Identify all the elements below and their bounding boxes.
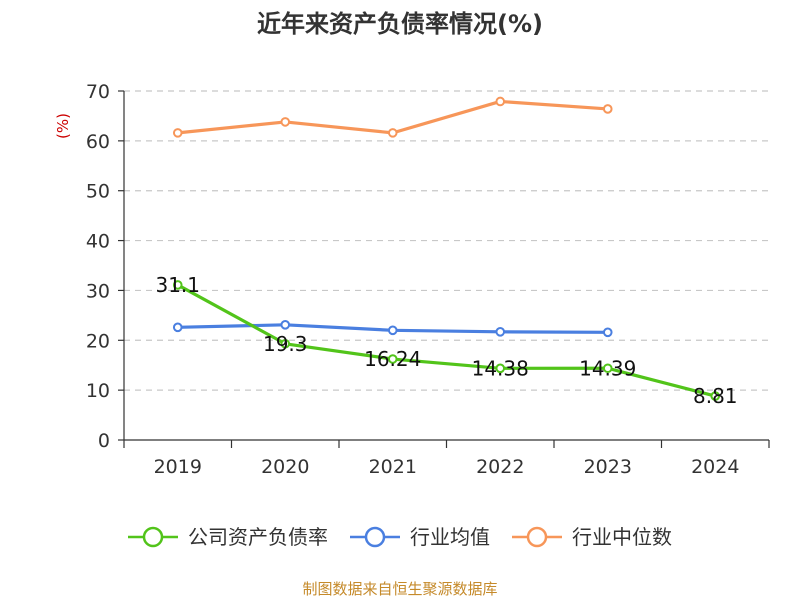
data-labels: 31.1 19.3 16.24 14.38 14.39 8.81 (155, 273, 737, 408)
y-tick-label: 70 (86, 81, 110, 103)
y-axis-unit-label: (%) (54, 113, 72, 139)
y-tick-label: 50 (86, 181, 110, 203)
data-label: 16.24 (364, 347, 421, 371)
data-point (602, 104, 613, 114)
x-tick-label: 2019 (154, 456, 202, 478)
data-point (495, 327, 506, 337)
series-line-0 (176, 283, 717, 398)
legend-swatch-marker (364, 526, 386, 548)
axes: 0 10 20 30 40 50 60 70 2019 2020 2021 2022 2023 2024 (86, 81, 770, 478)
legend-swatch-marker (142, 526, 164, 548)
y-tick-label: 40 (86, 231, 110, 253)
data-point (280, 117, 291, 127)
x-tick-label: 2020 (261, 456, 309, 478)
data-point (602, 363, 613, 374)
legend: 公司资产负债率 行业均值 行业中位数 (128, 525, 672, 549)
legend-label: 行业均值 (410, 525, 490, 549)
x-tick-label: 2022 (476, 456, 524, 478)
data-point (602, 327, 613, 338)
data-point (280, 320, 291, 330)
data-label: 8.81 (693, 384, 738, 408)
data-point (387, 128, 398, 138)
y-tick-label: 60 (86, 131, 110, 153)
y-tick-label: 10 (86, 380, 110, 402)
data-point (387, 354, 398, 364)
data-point (495, 96, 506, 107)
data-point (495, 363, 506, 374)
data-point (387, 325, 398, 336)
source-note: 制图数据来自恒生聚源数据库 (302, 580, 497, 598)
legend-label: 公司资产负债率 (188, 525, 328, 549)
chart-title: 近年来资产负债率情况(%) (257, 10, 543, 38)
data-label: 31.1 (155, 273, 200, 297)
x-tick-label: 2021 (369, 456, 417, 478)
data-point (280, 338, 291, 349)
data-point (172, 280, 183, 290)
data-label: 19.3 (263, 332, 308, 356)
x-tick-label: 2023 (584, 456, 632, 478)
series-lines (172, 96, 721, 401)
data-point (172, 128, 183, 138)
data-label: 14.38 (472, 356, 529, 380)
data-label: 14.39 (579, 356, 636, 380)
y-tick-label: 30 (86, 280, 110, 302)
y-tick-label: 20 (86, 330, 110, 352)
legend-swatch-marker (526, 526, 548, 548)
y-tick-label: 0 (98, 430, 110, 452)
x-tick-label: 2024 (691, 456, 739, 478)
data-point (172, 322, 183, 333)
data-point (710, 391, 721, 401)
grid-lines (124, 90, 769, 391)
legend-label: 行业中位数 (572, 525, 672, 549)
